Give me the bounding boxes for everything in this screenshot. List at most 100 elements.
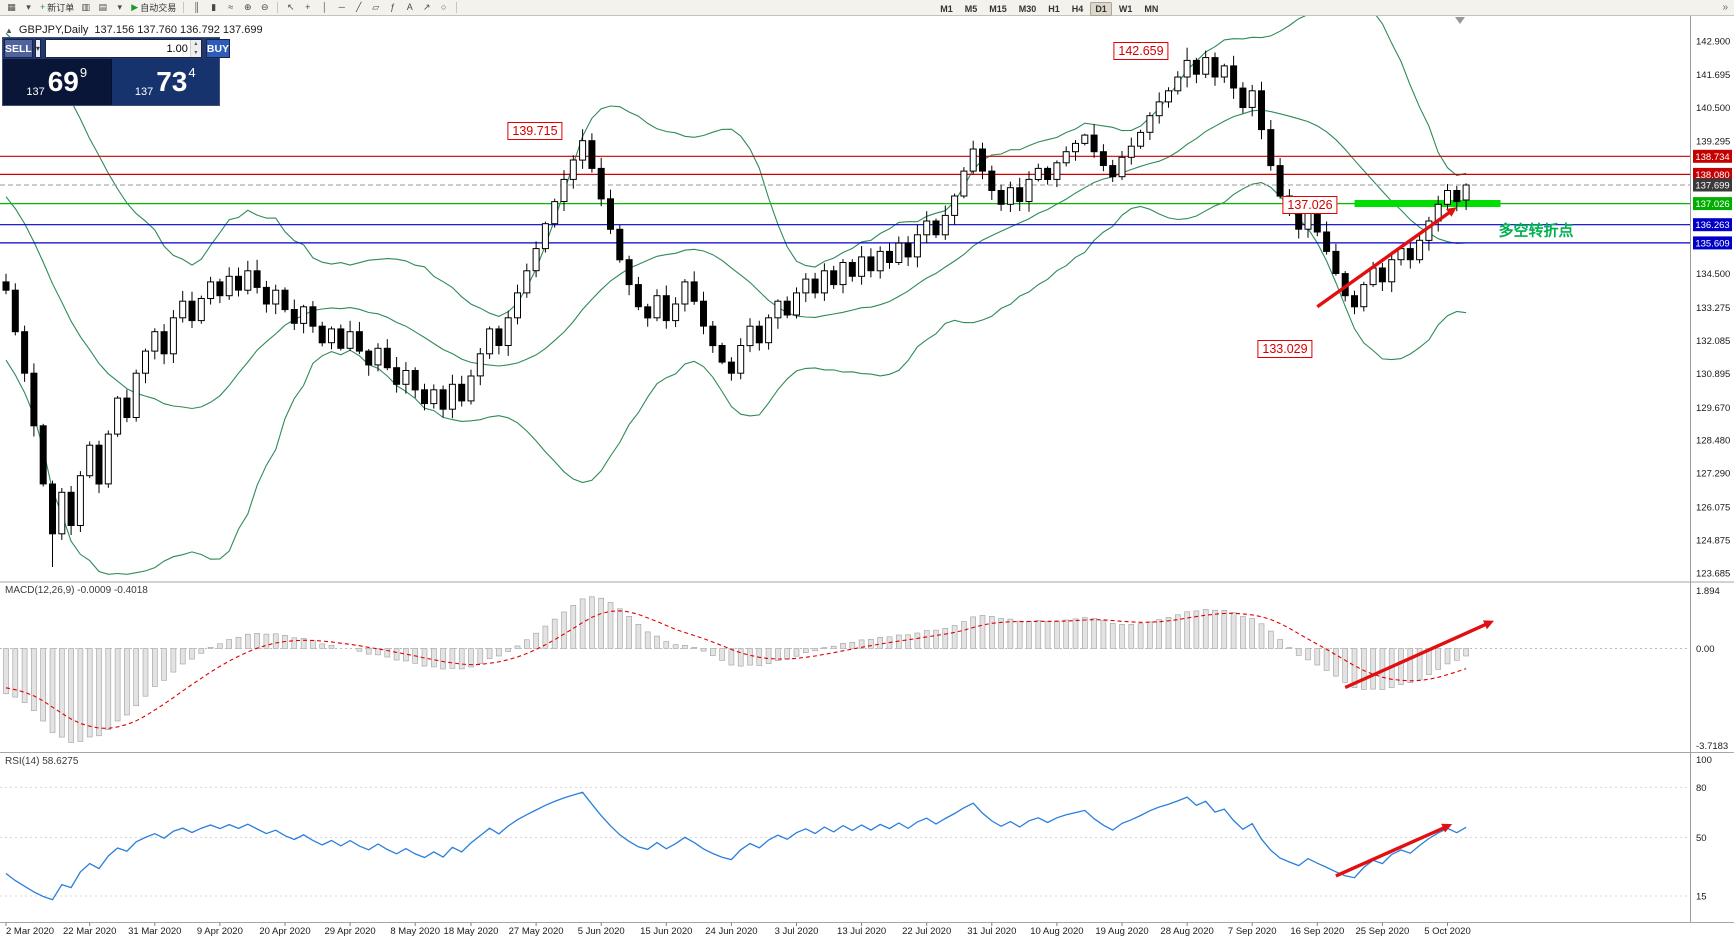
buy-button[interactable]: BUY: [205, 39, 231, 58]
fibonacci-icon: ƒ: [390, 2, 396, 12]
trend-arrow[interactable]: [1316, 207, 1457, 309]
price-axis-label: 127.290: [1696, 469, 1730, 480]
horizontal-line-icon[interactable]: ─: [334, 1, 349, 14]
volume-input[interactable]: [45, 40, 190, 57]
timeframe-w1[interactable]: W1: [1118, 3, 1133, 14]
price-callout-label[interactable]: 139.715: [507, 122, 563, 140]
date-label: 24 Jun 2020: [705, 926, 757, 937]
profile-icon: ▤: [98, 2, 108, 12]
price-line-label: 135.609: [1695, 238, 1729, 249]
autotrading-button[interactable]: ▶ 自动交易: [129, 1, 178, 14]
date-label: 18 May 2020: [444, 926, 499, 937]
trend-arrow[interactable]: [1335, 823, 1453, 878]
order-type-dropdown-icon[interactable]: ▾: [34, 39, 41, 58]
date-label: 2 Mar 2020: [6, 926, 54, 937]
shapes-icon[interactable]: ○: [436, 1, 451, 14]
charts-window-icon: ▥: [81, 2, 91, 12]
price-line-label-box: [1693, 236, 1732, 250]
profile-dropdown-icon[interactable]: ▾: [112, 1, 127, 14]
price-axis-label: 141.695: [1696, 70, 1730, 81]
autotrading-button: ▶: [131, 2, 139, 12]
new-order-button[interactable]: + 新订单: [38, 1, 76, 14]
macd-axis-label: 0.00: [1696, 644, 1715, 655]
support-zone-bar[interactable]: [1354, 200, 1501, 207]
cursor-icon[interactable]: ↖: [283, 1, 298, 14]
chart-symbol-period: GBPJPY,Daily: [18, 24, 89, 36]
sell-price[interactable]: 137 69 9: [3, 59, 112, 105]
macd-axis-label: 1.894: [1696, 586, 1720, 597]
macd-signal-line: [5, 610, 1467, 729]
line-chart-icon[interactable]: ≈: [223, 1, 238, 14]
crosshair-icon[interactable]: +: [300, 1, 315, 14]
shapes-icon: ○: [441, 2, 447, 12]
toolbar-overflow-icon[interactable]: »: [1722, 2, 1728, 13]
trendline-icon[interactable]: ╱: [351, 1, 366, 14]
timeframe-m1[interactable]: M1: [940, 3, 953, 14]
zoom-in-icon: ⊕: [243, 2, 252, 12]
price-line-label-box: [1693, 149, 1732, 163]
equidistant-channel-icon[interactable]: ▱: [368, 1, 383, 14]
macd-axis-label: -3.7183: [1696, 741, 1728, 752]
chart-shift-marker-icon[interactable]: [1455, 17, 1465, 24]
timeframe-h4[interactable]: H4: [1071, 3, 1084, 14]
buy-price[interactable]: 137 73 4: [111, 59, 219, 105]
date-label: 22 Mar 2020: [63, 926, 116, 937]
timeframe-m30[interactable]: M30: [1018, 3, 1037, 14]
profile-dropdown-icon: ▾: [117, 2, 123, 12]
date-label: 25 Sep 2020: [1355, 926, 1409, 937]
date-label: 7 Sep 2020: [1228, 926, 1277, 937]
profile-icon[interactable]: ▤: [95, 1, 110, 14]
new-chart-icon[interactable]: ▦: [4, 1, 19, 14]
buy-price-pip: 4: [188, 65, 196, 80]
chart-ohlc-readout: 137.156 137.760 136.792 137.699: [94, 24, 263, 36]
arrow-objects-icon[interactable]: ↗: [419, 1, 434, 14]
chart-list-dropdown-icon: ▾: [26, 2, 31, 12]
price-callout-label[interactable]: 133.029: [1257, 340, 1313, 358]
price-axis-label: 134.500: [1696, 269, 1730, 280]
price-axis-label: 124.875: [1696, 536, 1730, 547]
price-axis-label: 126.075: [1696, 502, 1730, 513]
volume-up-icon[interactable]: ▴: [190, 40, 201, 49]
rsi-axis-label: 15: [1696, 891, 1707, 902]
date-label: 27 May 2020: [509, 926, 564, 937]
vertical-line-icon[interactable]: │: [317, 1, 332, 14]
timeframe-d1[interactable]: D1: [1090, 1, 1112, 16]
chart-annotation-text[interactable]: 多空转折点: [1498, 222, 1574, 240]
trendline-icon: ╱: [356, 2, 362, 12]
chart-list-dropdown-icon[interactable]: ▾: [21, 1, 36, 14]
charts-window-icon[interactable]: ▥: [78, 1, 93, 14]
price-callout-label[interactable]: 137.026: [1282, 196, 1338, 214]
new-order-button: +: [40, 2, 46, 12]
fibonacci-icon[interactable]: ƒ: [385, 1, 400, 14]
timeframe-mn[interactable]: MN: [1144, 3, 1159, 14]
arrow-objects-icon: ↗: [422, 2, 431, 12]
rsi-indicator-label: RSI(14) 58.6275: [5, 756, 79, 767]
timeframe-m15[interactable]: M15: [989, 3, 1007, 14]
horizontal-line-icon: ─: [338, 2, 345, 12]
zoom-out-icon[interactable]: ⊖: [257, 1, 272, 14]
price-callout-label[interactable]: 142.659: [1113, 42, 1169, 60]
bars-chart-icon[interactable]: ║: [189, 1, 204, 14]
candles-chart-icon[interactable]: ▮: [206, 1, 221, 14]
date-label: 10 Aug 2020: [1030, 926, 1083, 937]
rsi-axis-label: 50: [1696, 833, 1707, 844]
date-label: 22 Jul 2020: [902, 926, 951, 937]
date-label: 8 May 2020: [390, 926, 440, 937]
toolbar-separator: [456, 2, 458, 13]
timeframe-m5[interactable]: M5: [964, 3, 978, 14]
one-click-prices: 137 69 9 137 73 4: [3, 59, 219, 105]
timeframe-h1[interactable]: H1: [1048, 3, 1060, 14]
trend-arrow[interactable]: [1344, 620, 1494, 690]
text-label-icon[interactable]: A: [402, 1, 417, 14]
bollinger-bands: [5, 16, 1467, 575]
volume-down-icon[interactable]: ▾: [190, 48, 201, 57]
date-label: 9 Apr 2020: [197, 926, 243, 937]
price-line-label-box: [1693, 178, 1732, 192]
sell-button[interactable]: SELL: [4, 39, 33, 58]
vertical-line-icon: │: [321, 2, 328, 12]
zoom-in-icon[interactable]: ⊕: [240, 1, 255, 14]
bollinger-band-line: [5, 182, 1467, 575]
zoom-out-icon: ⊖: [260, 2, 269, 12]
